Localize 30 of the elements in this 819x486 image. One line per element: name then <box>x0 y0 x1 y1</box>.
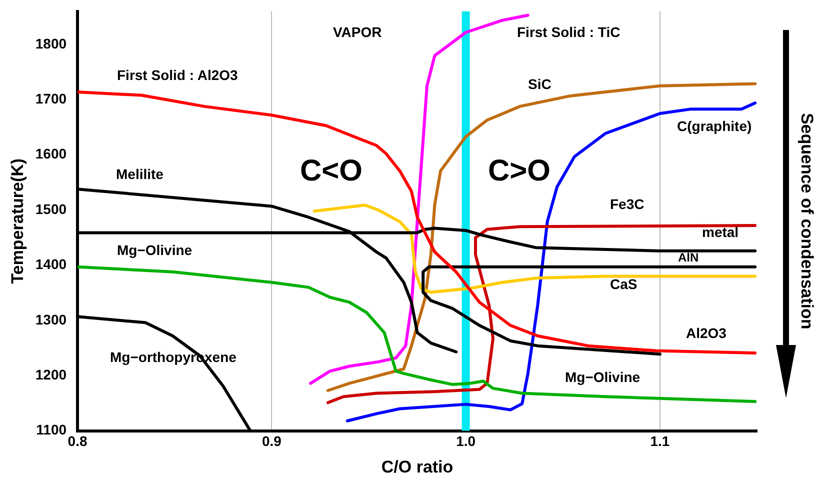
annotation: First Solid : TiC <box>517 24 620 40</box>
x-tick-label: 0.8 <box>68 433 88 450</box>
annotation: C<O <box>300 154 363 188</box>
annotation: Mg−Olivine <box>565 368 640 385</box>
y-tick-label: 1600 <box>35 146 67 162</box>
annotation: Fe3C <box>610 196 644 212</box>
y-tick-label: 1800 <box>35 35 67 52</box>
y-tick-label: 1300 <box>35 311 67 328</box>
y-tick-label: 1200 <box>35 366 67 382</box>
y-tick-label: 1500 <box>35 200 67 217</box>
annotation: C>O <box>488 154 551 188</box>
text: Sequence of condensation <box>797 112 816 330</box>
y-tick-label: 1100 <box>36 422 67 438</box>
annotation: AlN <box>678 250 699 264</box>
annotation: CaS <box>610 276 638 292</box>
annotation: metal <box>702 224 739 240</box>
annotation: VAPOR <box>333 24 382 40</box>
annotation: SiC <box>528 76 552 92</box>
annotation: Al2O3 <box>686 324 727 341</box>
x-axis-title: C/O ratio <box>381 457 454 476</box>
annotation: Melilite <box>116 166 164 182</box>
y-tick-label: 1700 <box>35 90 67 107</box>
x-tick-label: 1.1 <box>650 433 670 450</box>
annotation: First Solid : Al2O3 <box>117 66 238 83</box>
x-tick-label: 0.9 <box>262 433 282 450</box>
annotation: Mg−Olivine <box>117 242 192 258</box>
x-tick-label: 1.0 <box>456 433 476 450</box>
y-axis-title: Temperature(K) <box>8 158 27 284</box>
y-tick-label: 1400 <box>35 256 67 272</box>
annotation: C(graphite) <box>677 118 752 134</box>
